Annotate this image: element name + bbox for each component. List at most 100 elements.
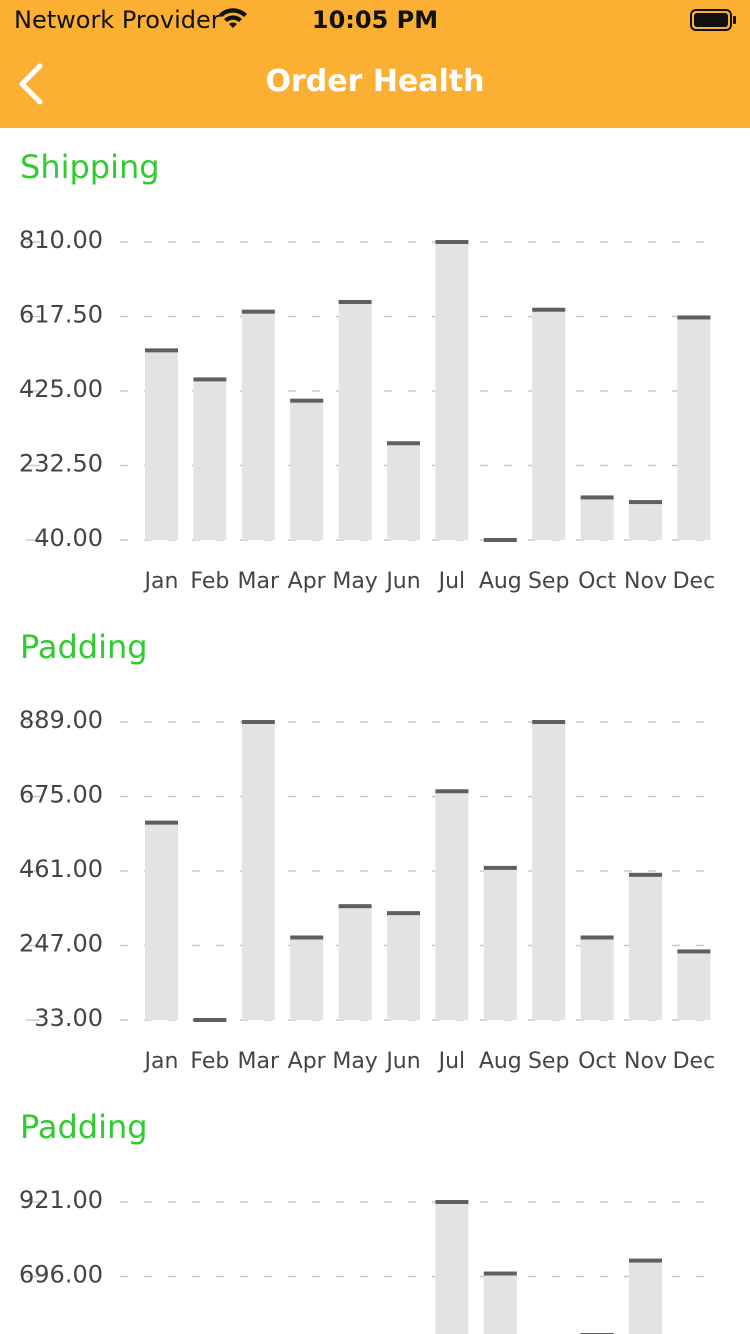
bar [338,301,372,540]
y-tick-label: 425.00 [19,375,103,403]
y-tick-label: 696.00 [19,1261,103,1289]
bar [435,791,469,1020]
y-tick-label: 40.00 [34,524,103,552]
bar-cap [532,307,566,312]
x-tick-label: Jun [384,569,420,594]
bar [435,1202,469,1334]
x-tick-label: Jan [143,569,179,594]
x-tick-label: Apr [288,1049,327,1074]
x-tick-label: Nov [624,569,667,594]
x-tick-label: Feb [190,569,229,594]
x-tick-label: Oct [578,569,616,594]
bar [387,913,420,1020]
clock: 10:05 PM [311,6,439,34]
bar [145,822,178,1020]
bar [387,443,420,540]
x-tick-label: Sep [528,569,569,594]
bar-cap [193,377,227,382]
y-tick-label: 921.00 [19,1186,103,1214]
x-tick-label: Aug [479,569,522,594]
section-title: Padding [20,628,148,666]
section-title: Padding [20,1108,148,1146]
carrier-label: Network Provider [14,6,221,34]
x-tick-label: Oct [578,1049,616,1074]
x-tick-label: Feb [190,1049,229,1074]
bar-cap [435,1200,469,1204]
x-tick-label: Mar [238,569,280,594]
x-tick-label: Aug [479,1049,522,1074]
bar-cap [435,240,469,244]
back-chevron-icon[interactable] [14,60,48,108]
bar-cap [241,309,275,314]
x-tick-label: Jan [143,1049,179,1074]
bar-cap [290,398,324,403]
bar [145,350,178,540]
x-tick-label: Jul [437,1049,466,1074]
bar [580,497,614,540]
bar-cap [435,789,469,794]
bar-cap [629,1258,662,1263]
bar-cap [483,865,517,870]
chart-section-shipping: Shipping 810.00 617.50 425.00 232.50 40.00 Ja… [0,128,750,608]
y-tick-label: 247.00 [19,930,103,958]
y-tick-label: 810.00 [19,226,103,254]
bar-cap [290,935,324,940]
x-tick-label: Jul [437,569,466,594]
bar [290,937,324,1020]
x-tick-label: Dec [673,569,716,594]
x-tick-label: May [332,569,377,594]
bar-cap [677,949,711,954]
bar-chart: 921.00696.00JanFebMarAprMayJunJulAugSepO… [19,1186,708,1334]
chart-section-padding: Padding 889.00 675.00 461.00 247.00 33.00 Jan… [0,608,750,1088]
bar [241,722,275,1020]
bar [677,317,711,540]
navigation-bar: Order Health [0,40,750,128]
y-tick-label: 889.00 [19,706,103,734]
bar [290,400,324,540]
bar [241,311,275,540]
bar-cap [387,911,420,916]
x-tick-label: Sep [528,1049,569,1074]
bar [629,502,662,540]
chart-section-padding-2: Padding 921.00696.00JanFebMarAprMayJunJu… [0,1088,750,1334]
bar-chart: 889.00 675.00 461.00 247.00 33.00 Jan Feb Mar Ap… [19,706,715,1074]
bar [193,379,227,540]
bar [629,874,662,1020]
bar [677,951,711,1020]
x-tick-label: Nov [624,1049,667,1074]
y-tick-label: 232.50 [19,450,103,478]
x-tick-label: Jun [384,1049,420,1074]
bar [483,867,517,1020]
bar-cap [387,441,420,446]
wifi-icon [219,8,247,28]
x-tick-label: Mar [238,1049,280,1074]
bar-cap [629,872,662,877]
y-tick-label: 461.00 [19,855,103,883]
bar-cap [580,495,614,500]
bar-cap [677,315,711,320]
bar-cap [580,1332,614,1334]
bar-cap [145,348,178,353]
bar-cap [629,500,662,505]
status-bar: Network Provider 10:05 PM [0,0,750,40]
x-tick-label: Apr [288,569,327,594]
battery-icon [690,9,736,31]
section-title: Shipping [20,148,160,186]
page-title: Order Health [265,64,485,99]
bar [338,906,372,1020]
bar [580,937,614,1020]
y-tick-label: 617.50 [19,301,103,329]
bar-cap [532,720,566,724]
bar [532,722,566,1020]
bar [629,1260,662,1334]
bar [483,1273,517,1334]
bar-cap [145,820,178,825]
bar-cap [338,299,372,304]
bar [435,242,469,540]
bar-cap [483,1271,517,1276]
x-tick-label: May [332,1049,377,1074]
bar-cap [483,538,517,542]
bar [532,309,566,540]
bar-cap [241,720,275,724]
bar-chart: 810.00 617.50 425.00 232.50 40.00 Jan Feb Mar Ap… [19,226,716,594]
